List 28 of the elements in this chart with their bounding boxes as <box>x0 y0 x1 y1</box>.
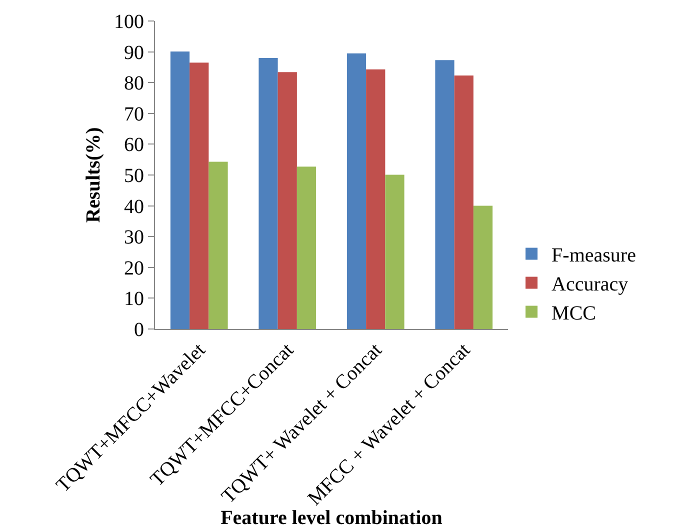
bar <box>435 60 454 329</box>
legend-label: MCC <box>552 302 596 325</box>
bar <box>366 69 386 329</box>
bar <box>346 53 366 329</box>
bar <box>170 51 190 329</box>
y-tick-label: 10 <box>124 288 144 310</box>
y-tick-label: 30 <box>124 226 144 249</box>
bar <box>208 162 228 329</box>
bar <box>385 174 404 329</box>
y-tick-label: 40 <box>124 196 144 218</box>
bar <box>278 72 297 329</box>
y-tick-label: 100 <box>114 11 144 33</box>
y-tick-label: 90 <box>124 42 144 64</box>
y-tick-label: 70 <box>124 103 144 126</box>
y-axis-title: Results(%) <box>82 127 104 223</box>
legend-label: Accuracy <box>552 274 628 296</box>
bar <box>454 76 474 329</box>
y-tick-label: 20 <box>124 257 144 280</box>
y-tick-label: 60 <box>124 134 144 156</box>
legend-label: F-measure <box>552 244 636 267</box>
bar <box>190 62 209 329</box>
bar <box>296 166 316 329</box>
y-tick-label: 0 <box>134 319 144 341</box>
bar <box>473 206 493 329</box>
x-axis-title: Feature level combination <box>220 507 442 529</box>
y-tick-label: 50 <box>124 165 144 187</box>
bar <box>258 58 278 329</box>
y-tick-label: 80 <box>124 72 144 95</box>
